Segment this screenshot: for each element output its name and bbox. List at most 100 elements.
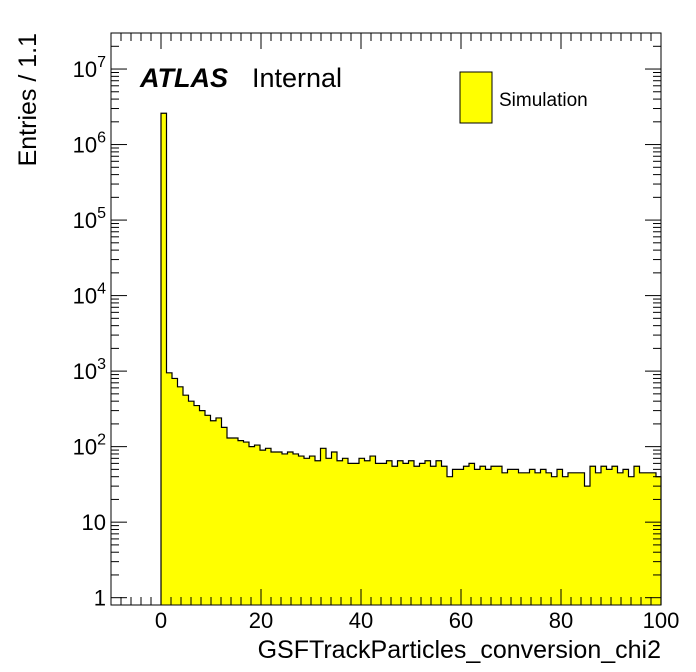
y-tick-label: 1: [94, 586, 106, 611]
histogram-bin: [238, 440, 244, 605]
legend-swatch: [459, 71, 493, 124]
histogram-bin: [309, 456, 315, 605]
histogram-bin: [507, 469, 513, 605]
histogram-bin: [469, 463, 475, 605]
histogram-bin: [502, 472, 508, 605]
histogram-bin: [271, 451, 277, 605]
histogram-bin: [628, 476, 634, 605]
histogram-bin: [166, 372, 172, 605]
histogram-bin: [551, 476, 557, 605]
histogram-bin: [518, 472, 524, 605]
histogram-bin: [606, 469, 612, 605]
histogram-bin: [326, 458, 332, 605]
histogram-bin: [458, 469, 464, 605]
histogram-bin: [590, 466, 596, 605]
histogram-bin: [419, 463, 425, 605]
histogram-bin: [337, 460, 343, 605]
y-tick-label: 107: [73, 54, 106, 82]
histogram-bin: [584, 486, 590, 605]
y-tick-label: 102: [73, 432, 106, 460]
x-tick-label: 60: [449, 608, 473, 633]
x-axis-title: GSFTrackParticles_conversion_chi2: [258, 636, 661, 664]
histogram-bin: [188, 401, 194, 605]
histogram-bin: [386, 460, 392, 605]
x-tick-label: 40: [349, 608, 373, 633]
histogram-bin: [370, 456, 376, 605]
x-tick-label: 20: [249, 608, 273, 633]
y-tick-label: 104: [73, 281, 106, 309]
legend: Simulation: [459, 71, 588, 124]
histogram-bin: [194, 405, 200, 605]
histogram-bin: [298, 456, 304, 605]
histogram-bin: [342, 458, 348, 605]
histogram-bin: [348, 463, 354, 605]
histogram-bin: [496, 466, 502, 605]
histogram-bin: [221, 427, 227, 605]
histogram-bin: [568, 472, 574, 605]
histogram-bin: [612, 466, 618, 605]
histogram-bin: [210, 420, 216, 605]
histogram-bin: [485, 469, 491, 605]
y-tick-label: 103: [73, 356, 106, 384]
histogram-bin: [645, 472, 651, 605]
histogram-bin: [601, 466, 607, 605]
histogram-bin: [353, 463, 359, 605]
histogram-bin: [513, 469, 519, 605]
y-axis-title: Entries / 1.1: [14, 33, 42, 166]
histogram-outline: [160, 112, 662, 605]
histogram-bin: [535, 472, 541, 605]
histogram-bin: [320, 448, 326, 605]
histogram-bin: [249, 446, 255, 605]
histogram-bin: [227, 438, 233, 605]
histogram-bin: [282, 453, 288, 605]
histogram-bin: [375, 463, 381, 605]
histogram-bin: [562, 476, 568, 605]
histogram-bin: [183, 395, 189, 605]
histogram-bin: [304, 458, 310, 605]
histogram-bin: [161, 113, 167, 605]
histogram-bin: [436, 460, 442, 605]
histogram-bin: [491, 466, 497, 605]
histogram-bin: [573, 472, 579, 605]
plot-frame: [110, 32, 662, 606]
x-tick-label: 100: [643, 608, 680, 633]
histogram-bin: [381, 463, 387, 605]
histogram-bin: [331, 451, 337, 605]
histogram-bin: [265, 448, 271, 605]
y-tick-label: 10: [82, 510, 106, 535]
histogram-bin: [359, 458, 365, 605]
histogram-bin: [287, 451, 293, 605]
histogram-bin: [430, 466, 436, 605]
histogram-bin: [172, 378, 178, 605]
histogram-bin: [397, 460, 403, 605]
histogram-bin: [463, 466, 469, 605]
histogram-bin: [425, 460, 431, 605]
histogram-bin: [315, 460, 321, 605]
histogram-bin: [276, 451, 282, 605]
histogram-bin: [595, 472, 601, 605]
histogram-bin: [656, 476, 661, 605]
histogram-bin: [524, 472, 530, 605]
histogram-bin: [540, 469, 546, 605]
x-tick-label: 0: [155, 608, 167, 633]
legend-label: Simulation: [499, 90, 588, 111]
histogram-bin: [617, 472, 623, 605]
histogram-bin: [557, 469, 563, 605]
histogram-bin: [205, 415, 211, 605]
histogram-bin: [199, 410, 205, 605]
histogram-bin: [441, 466, 447, 605]
histogram-bin: [480, 466, 486, 605]
x-tick-label: 80: [549, 608, 573, 633]
histogram-bin: [254, 445, 260, 605]
histogram-bin: [634, 466, 640, 605]
histogram-bin: [364, 460, 370, 605]
histogram-bin: [579, 472, 585, 605]
internal-label: Internal: [252, 63, 342, 93]
histogram-bin: [546, 472, 552, 605]
histogram-bin: [243, 442, 249, 605]
histogram-bin: [392, 466, 398, 605]
histogram-bars: [160, 112, 662, 605]
histogram-bin: [639, 472, 645, 605]
histogram-bin: [474, 469, 480, 605]
